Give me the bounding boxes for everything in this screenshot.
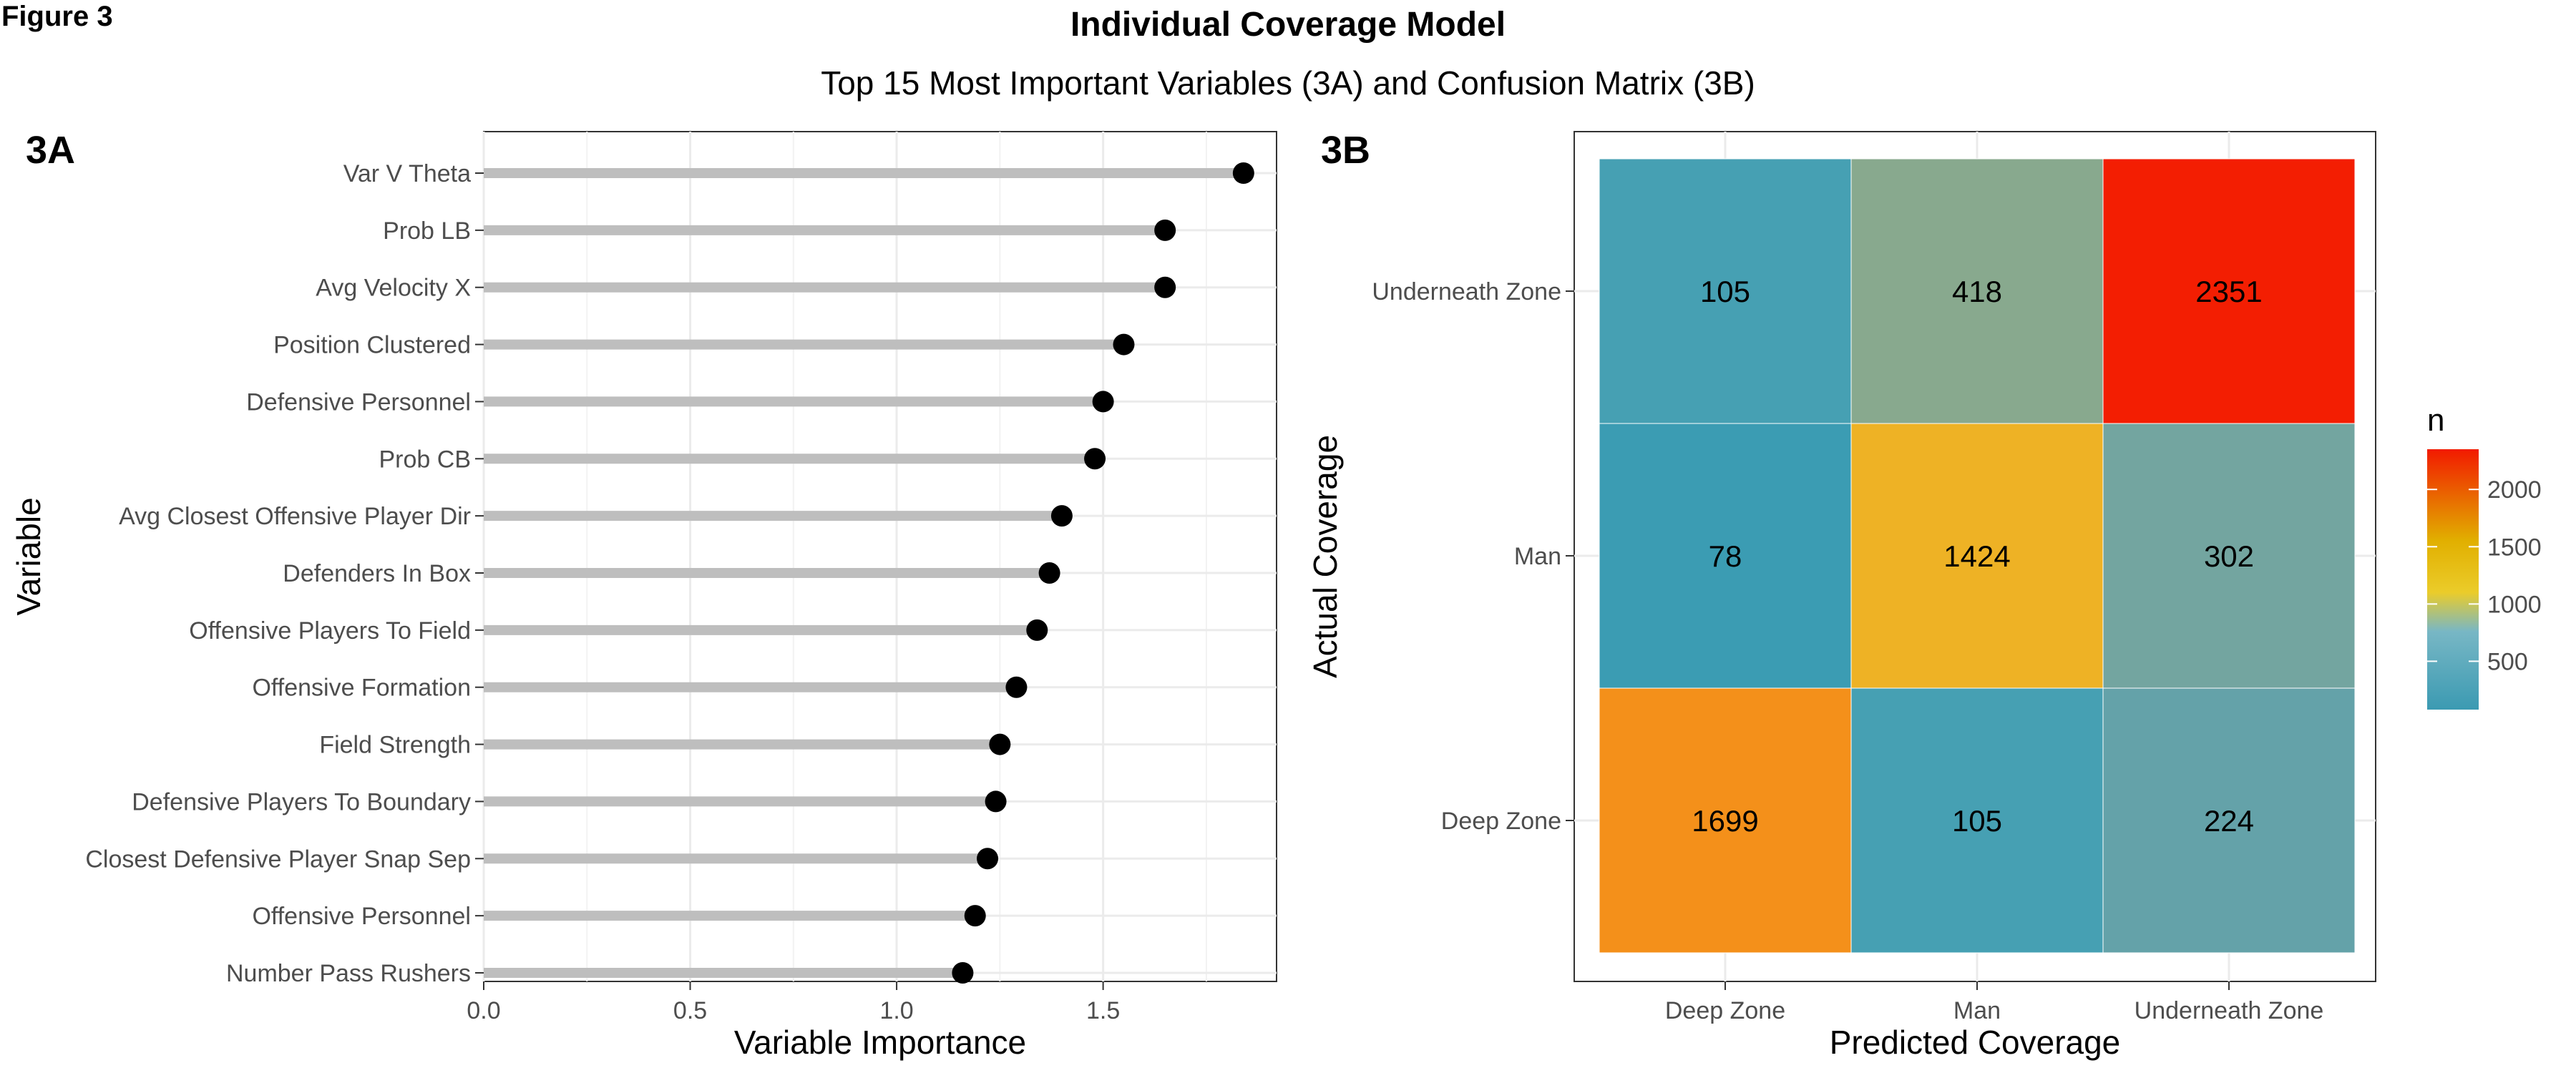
actual-coverage-labels: Underneath Zone Man Deep Zone	[1372, 278, 1574, 835]
matrix-values: 105 418 2351 78 1424 302 1699 105 224	[1692, 275, 2262, 838]
predicted-coverage-label: Deep Zone	[1665, 997, 1785, 1024]
importance-dot	[1038, 562, 1060, 584]
cell-value: 105	[1700, 275, 1750, 308]
panel-label-3a: 3A	[26, 129, 75, 172]
importance-dot	[1154, 219, 1176, 241]
importance-dot	[985, 790, 1007, 813]
variable-label: Prob CB	[379, 446, 472, 473]
matrix-cell	[2102, 158, 2356, 424]
variable-label: Offensive Personnel	[252, 903, 471, 930]
plot-area-3a	[483, 131, 1277, 982]
figure-title: Individual Coverage Model	[1070, 6, 1506, 44]
variable-label: Number Pass Rushers	[226, 960, 471, 987]
matrix-cells	[1599, 158, 2356, 954]
y-axis-title-3b: Actual Coverage	[1307, 435, 1344, 678]
legend-title: n	[2427, 403, 2444, 438]
importance-dot	[1050, 505, 1073, 527]
actual-coverage-label: Man	[1514, 543, 1561, 570]
variable-label: Offensive Formation	[252, 675, 471, 702]
importance-dot	[1232, 162, 1254, 184]
importance-dot	[1005, 676, 1028, 698]
importance-dot	[1092, 391, 1114, 413]
variable-label: Field Strength	[319, 732, 471, 759]
cell-value: 224	[2204, 804, 2254, 838]
cell-value: 2351	[2195, 275, 2262, 308]
matrix-cell	[2102, 687, 2356, 954]
x-tick-label: 0.5	[673, 997, 707, 1024]
x-tick-label: 1.0	[879, 997, 913, 1024]
variable-label: Var V Theta	[343, 160, 471, 187]
actual-coverage-label: Underneath Zone	[1372, 278, 1561, 305]
importance-dot	[1154, 276, 1176, 298]
y-axis-title-3a: Variable	[10, 497, 47, 615]
color-legend: n 500 1000 1500 2000	[2427, 403, 2542, 710]
cell-value: 1424	[1943, 539, 2010, 573]
panel-label-3b: 3B	[1321, 129, 1370, 172]
legend-tick-label: 1000	[2487, 591, 2542, 618]
importance-ticks: 0.0 0.5 1.0 1.5	[467, 981, 1120, 1024]
importance-dot	[977, 848, 999, 870]
cell-value: 418	[1952, 275, 2002, 308]
confusion-matrix-panel: 3B 105 418 2351 78 1424 302 1699 105 224 Underne…	[1307, 129, 2542, 1061]
matrix-cell	[2102, 423, 2356, 689]
importance-dot	[1113, 333, 1135, 356]
importance-dot	[1084, 448, 1106, 470]
legend-ticks: 500 1000 1500 2000	[2427, 476, 2542, 675]
figure-subtitle: Top 15 Most Important Variables (3A) and…	[821, 64, 1755, 102]
cell-value: 1699	[1692, 804, 1758, 838]
variable-labels: Var V Theta Prob LB Avg Velocity X Position…	[85, 160, 484, 987]
stems-3a	[484, 168, 1244, 978]
x-tick-label: 0.0	[467, 997, 500, 1024]
legend-tick-label: 1500	[2487, 534, 2542, 561]
predicted-coverage-label: Man	[1953, 997, 2001, 1024]
matrix-cell	[1599, 158, 1852, 424]
x-tick-label: 1.5	[1086, 997, 1120, 1024]
actual-coverage-label: Deep Zone	[1441, 808, 1561, 835]
variable-label: Position Clustered	[273, 332, 471, 359]
legend-tick-label: 500	[2487, 648, 2528, 675]
legend-tick-label: 2000	[2487, 476, 2542, 504]
matrix-cell	[1850, 687, 2104, 954]
variable-label: Closest Defensive Player Snap Sep	[85, 846, 471, 873]
dots-3a	[952, 162, 1254, 984]
importance-dot	[1026, 619, 1048, 641]
variable-label: Avg Velocity X	[316, 275, 471, 302]
variable-label: Avg Closest Offensive Player Dir	[119, 503, 471, 530]
predicted-coverage-labels: Deep Zone Man Underneath Zone	[1665, 981, 2323, 1024]
matrix-cell	[1599, 687, 1852, 954]
figure-label: Figure 3	[1, 1, 113, 32]
variable-importance-panel: 3A Var V Theta Prob LB Avg Velocity X Posit…	[10, 129, 1277, 1061]
cell-value: 302	[2204, 539, 2254, 573]
variable-label: Prob LB	[383, 217, 471, 245]
importance-dot	[964, 905, 986, 927]
matrix-cell	[1850, 158, 2104, 424]
cell-value: 78	[1709, 539, 1742, 573]
matrix-cell	[1599, 423, 1852, 689]
variable-label: Offensive Players To Field	[189, 617, 471, 645]
variable-label: Defenders In Box	[283, 560, 471, 587]
predicted-coverage-label: Underneath Zone	[2135, 997, 2324, 1024]
legend-colorbar	[2427, 449, 2479, 710]
x-axis-title-3b: Predicted Coverage	[1830, 1024, 2121, 1061]
importance-dot	[952, 962, 974, 984]
cell-value: 105	[1952, 804, 2002, 838]
x-axis-title-3a: Variable Importance	[734, 1024, 1026, 1061]
variable-label: Defensive Players To Boundary	[132, 788, 471, 815]
importance-dot	[989, 733, 1011, 755]
matrix-cell	[1850, 423, 2104, 689]
variable-label: Defensive Personnel	[246, 388, 471, 416]
